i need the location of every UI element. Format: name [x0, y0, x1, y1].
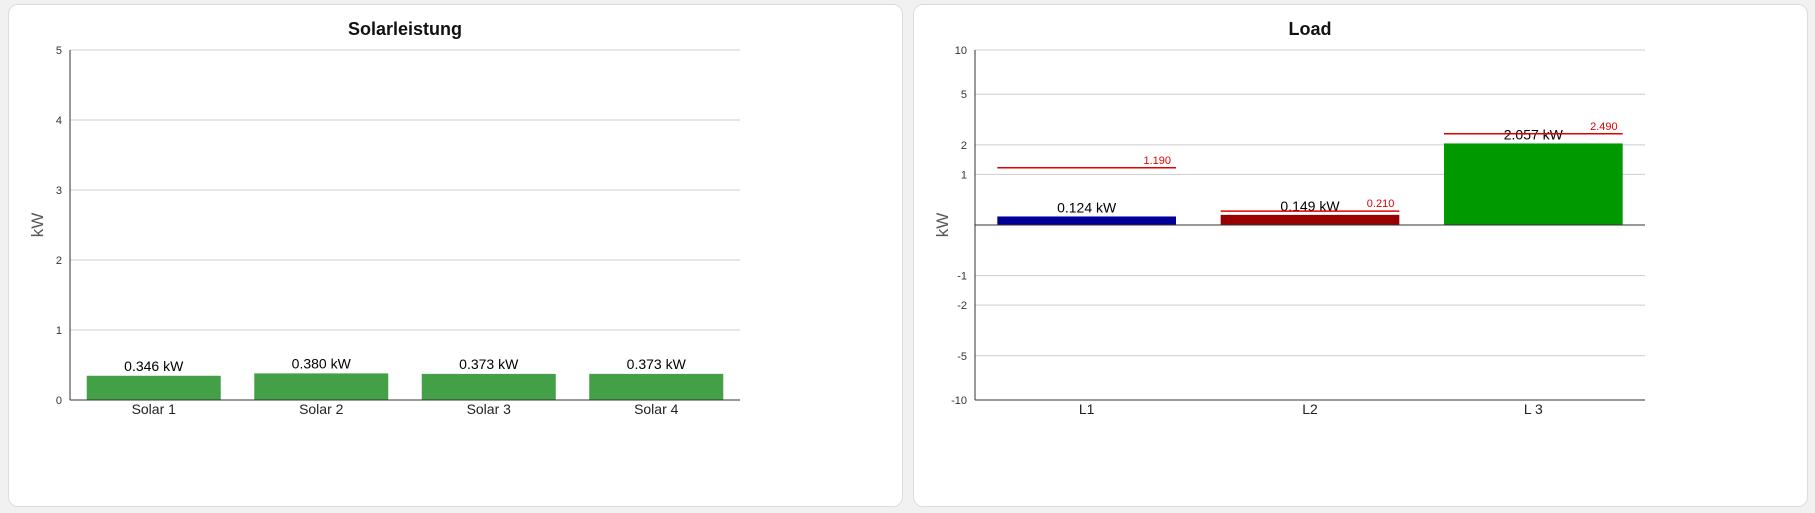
y-tick-label: 0 — [56, 395, 62, 407]
y-tick-label: 2 — [56, 255, 62, 267]
y-tick-label: -1 — [957, 271, 967, 283]
data-label: 0.380 kW — [292, 355, 352, 371]
y-tick-label: 5 — [56, 45, 62, 57]
x-tick-label: Solar 3 — [467, 401, 512, 417]
bar — [1444, 143, 1623, 225]
y-tick-label: 4 — [56, 115, 62, 127]
bar — [589, 373, 724, 400]
y-tick-label: 2 — [961, 140, 967, 152]
data-label: 0.373 kW — [459, 356, 519, 372]
chart-title: Load — [1289, 19, 1332, 39]
chart-title: Solarleistung — [348, 19, 462, 39]
data-label: 0.373 kW — [627, 356, 687, 372]
x-tick-label: Solar 4 — [634, 401, 679, 417]
y-axis-label: kW — [933, 213, 952, 238]
x-tick-label: Solar 1 — [132, 401, 177, 417]
y-tick-label: 1 — [56, 325, 62, 337]
bar — [997, 216, 1176, 225]
solar-chart: Solarleistung 0 1 2 3 4 5 kW 0.346 kW Solar 1 0.38… — [28, 19, 740, 417]
y-tick-label: 10 — [955, 45, 967, 57]
bar — [86, 375, 221, 400]
x-tick-label: L1 — [1079, 401, 1095, 417]
y-tick-label: -5 — [957, 351, 967, 363]
y-tick-label: 5 — [961, 89, 967, 101]
x-tick-label: Solar 2 — [299, 401, 344, 417]
data-label: 0.149 kW — [1280, 198, 1340, 214]
reference-label: 2.490 — [1590, 121, 1618, 133]
x-tick-label: L 3 — [1524, 401, 1543, 417]
bar — [254, 373, 389, 400]
x-tick-label: L2 — [1302, 401, 1318, 417]
load-chart-card: Load 10 5 2 1 -1 -2 -5 -10 kW 0.124 kW 1.190 L1 0.149… — [913, 4, 1808, 507]
y-tick-label: -10 — [951, 395, 967, 407]
y-tick-label: 3 — [56, 185, 62, 197]
data-label: 0.124 kW — [1057, 199, 1117, 215]
y-tick-label: 1 — [961, 169, 967, 181]
bar — [1220, 214, 1400, 225]
reference-label: 0.210 — [1367, 198, 1395, 210]
load-chart: Load 10 5 2 1 -1 -2 -5 -10 kW 0.124 kW 1.190 L1 0.149… — [933, 19, 1645, 417]
bar — [421, 373, 556, 400]
y-axis-label: kW — [28, 213, 47, 238]
solar-chart-card: Solarleistung 0 1 2 3 4 5 kW 0.346 kW Solar 1 0.38… — [8, 4, 903, 507]
reference-label: 1.190 — [1143, 155, 1171, 167]
data-label: 0.346 kW — [124, 358, 184, 374]
y-tick-label: -2 — [957, 300, 967, 312]
